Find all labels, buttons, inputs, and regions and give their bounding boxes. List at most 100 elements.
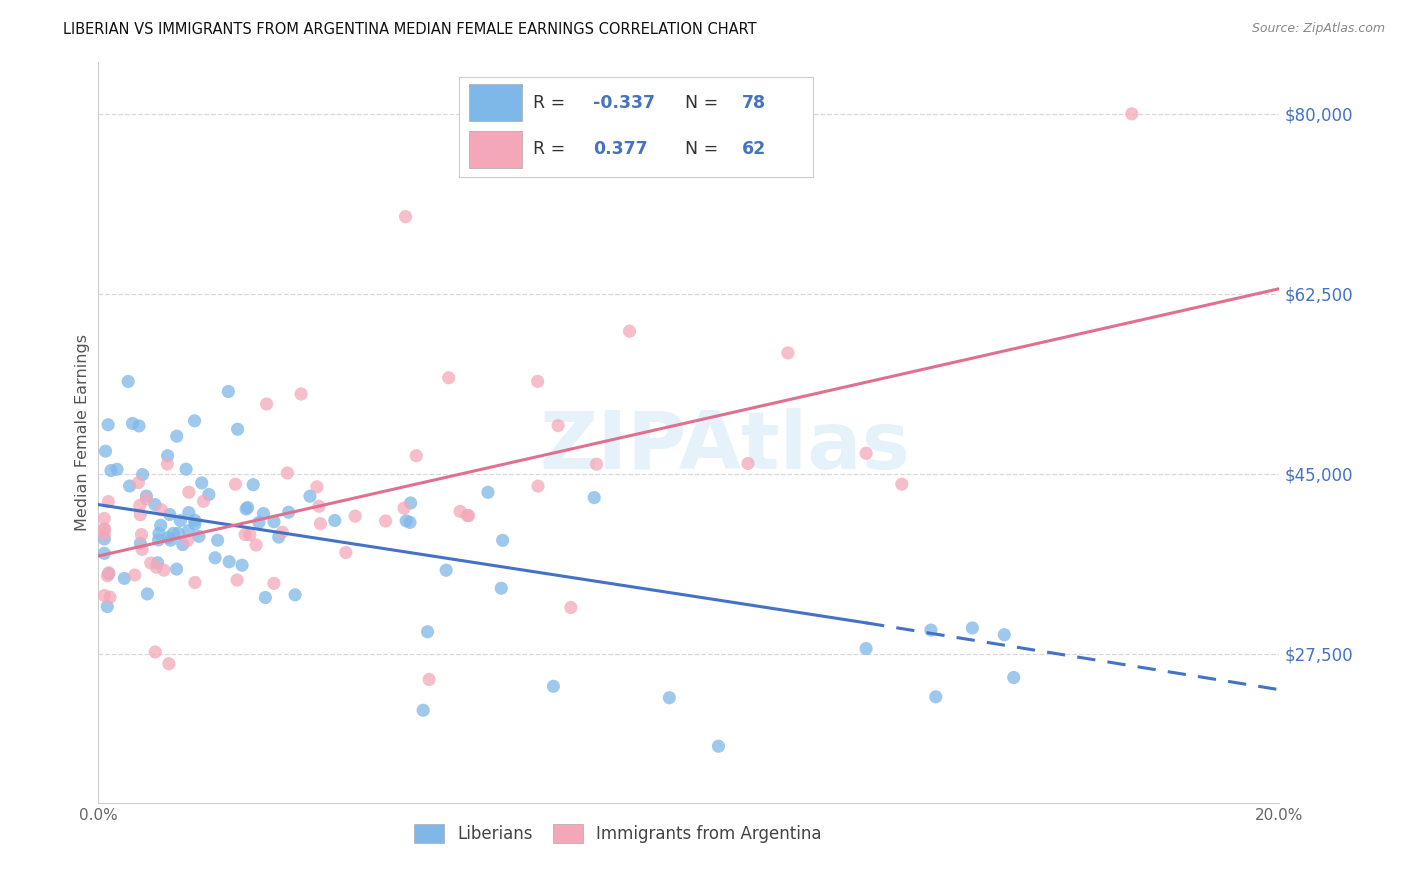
Point — [263, 515, 285, 529]
Point — [148, 526, 170, 541]
Point — [418, 673, 440, 687]
Point — [547, 418, 569, 433]
Point — [890, 477, 912, 491]
Point — [254, 591, 277, 605]
Point — [290, 387, 312, 401]
Point — [162, 526, 184, 541]
Point — [962, 621, 984, 635]
Point — [395, 514, 418, 528]
Point — [925, 690, 948, 704]
Point — [1002, 671, 1025, 685]
Point — [585, 457, 607, 471]
Point — [492, 533, 515, 548]
Point — [399, 496, 422, 510]
Point — [156, 457, 179, 471]
Point — [252, 507, 274, 521]
Point — [224, 477, 246, 491]
Point — [105, 462, 128, 476]
Point — [93, 546, 115, 560]
Point — [394, 210, 416, 224]
Point — [117, 375, 139, 389]
Point — [263, 576, 285, 591]
Point — [374, 514, 396, 528]
Point — [399, 516, 422, 530]
Point — [560, 600, 582, 615]
Point — [437, 371, 460, 385]
Point — [112, 571, 135, 585]
Point — [131, 527, 153, 541]
Point — [93, 589, 115, 603]
Point — [157, 531, 180, 545]
Point — [267, 530, 290, 544]
Point — [277, 505, 299, 519]
Point — [129, 508, 152, 522]
Point — [218, 555, 240, 569]
Point — [127, 475, 149, 490]
Point — [128, 419, 150, 434]
Point — [323, 513, 346, 527]
Point — [135, 492, 157, 507]
Point — [97, 417, 120, 432]
Text: Source: ZipAtlas.com: Source: ZipAtlas.com — [1251, 22, 1385, 36]
Point — [204, 550, 226, 565]
Point — [619, 324, 641, 338]
Point — [183, 414, 205, 428]
Text: ZIPAtlas: ZIPAtlas — [538, 409, 910, 486]
Point — [855, 446, 877, 460]
Point — [124, 568, 146, 582]
Point — [776, 346, 799, 360]
Point — [118, 479, 141, 493]
Point — [457, 508, 479, 523]
Point — [217, 384, 239, 399]
Point — [256, 397, 278, 411]
Point — [167, 526, 190, 541]
Point — [172, 537, 194, 551]
Point — [1121, 107, 1143, 121]
Point — [707, 739, 730, 754]
Point — [143, 498, 166, 512]
Point — [335, 545, 357, 559]
Point — [526, 375, 548, 389]
Point — [207, 533, 229, 548]
Point — [121, 417, 143, 431]
Point — [177, 485, 200, 500]
Point — [145, 560, 167, 574]
Point — [456, 508, 478, 523]
Point — [131, 542, 153, 557]
Point — [184, 516, 207, 531]
Point — [305, 480, 328, 494]
Point — [177, 506, 200, 520]
Point — [136, 587, 159, 601]
Point — [309, 516, 332, 531]
Point — [159, 508, 181, 522]
Point — [150, 503, 173, 517]
Point — [276, 466, 298, 480]
Point — [193, 494, 215, 508]
Point — [527, 479, 550, 493]
Point — [184, 575, 207, 590]
Point — [94, 444, 117, 458]
Point — [96, 599, 118, 614]
Point — [405, 449, 427, 463]
Point — [416, 624, 439, 639]
Point — [149, 518, 172, 533]
Point — [93, 532, 115, 546]
Point — [392, 501, 415, 516]
Point — [100, 464, 122, 478]
Point — [543, 679, 565, 693]
Point — [131, 467, 153, 482]
Point — [166, 562, 188, 576]
Point — [135, 489, 157, 503]
Point — [231, 558, 253, 573]
Text: LIBERIAN VS IMMIGRANTS FROM ARGENTINA MEDIAN FEMALE EARNINGS CORRELATION CHART: LIBERIAN VS IMMIGRANTS FROM ARGENTINA ME… — [63, 22, 756, 37]
Point — [169, 514, 191, 528]
Point — [344, 509, 367, 524]
Point — [271, 525, 294, 540]
Point — [284, 588, 307, 602]
Point — [159, 533, 181, 548]
Point — [239, 528, 262, 542]
Point — [233, 527, 256, 541]
Point — [187, 529, 209, 543]
Point — [183, 513, 205, 527]
Point — [176, 533, 198, 548]
